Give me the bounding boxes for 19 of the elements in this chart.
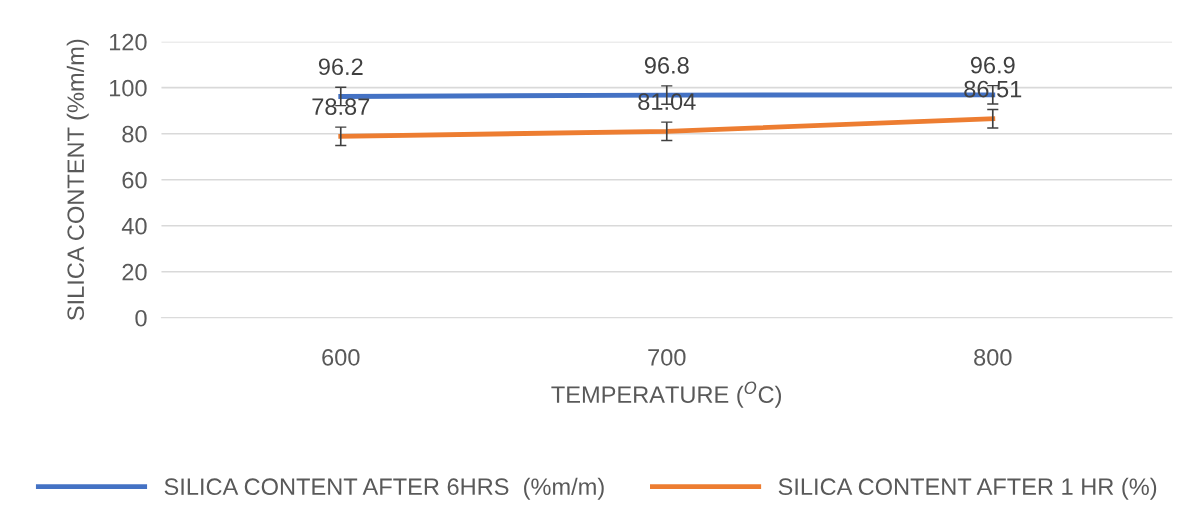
legend-label: SILICA CONTENT AFTER 1 HR (%) xyxy=(778,477,1157,500)
y-tick-label: 100 xyxy=(109,79,147,97)
y-tick-label: 20 xyxy=(122,263,147,281)
y-tick-label: 80 xyxy=(122,125,147,143)
y-tick-label: 60 xyxy=(122,171,147,189)
x-tick-label: 600 xyxy=(322,348,360,366)
data-label: 81.04 xyxy=(638,93,696,110)
data-label: 96.9 xyxy=(970,56,1015,74)
data-label: 96.2 xyxy=(318,58,363,76)
data-label: 96.8 xyxy=(644,57,689,74)
data-label: 78.87 xyxy=(312,98,370,115)
y-axis-title: SILICA CONTENT (%m/m) xyxy=(66,39,89,321)
y-tick-label: 40 xyxy=(121,217,147,235)
y-tick-label: 0 xyxy=(135,309,147,327)
legend-label: SILICA CONTENT AFTER 6HRS (%m/m) xyxy=(164,477,604,500)
y-tick-label: 120 xyxy=(109,33,147,51)
x-tick-label: 800 xyxy=(974,348,1012,366)
x-tick-label: 700 xyxy=(648,348,686,366)
x-axis-title: TEMPERATURE ($^{O}$C) xyxy=(551,381,781,408)
